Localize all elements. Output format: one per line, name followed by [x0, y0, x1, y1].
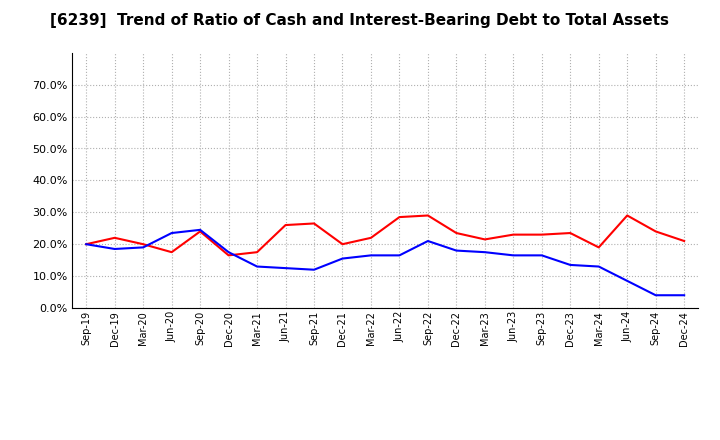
- Interest-Bearing Debt: [282, 265, 290, 271]
- Cash: [480, 237, 489, 242]
- Interest-Bearing Debt: [395, 253, 404, 258]
- Cash: [310, 221, 318, 226]
- Cash: [595, 245, 603, 250]
- Interest-Bearing Debt: [139, 245, 148, 250]
- Interest-Bearing Debt: [366, 253, 375, 258]
- Interest-Bearing Debt: [253, 264, 261, 269]
- Interest-Bearing Debt: [652, 293, 660, 298]
- Interest-Bearing Debt: [595, 264, 603, 269]
- Interest-Bearing Debt: [623, 278, 631, 283]
- Cash: [225, 253, 233, 258]
- Cash: [196, 229, 204, 234]
- Cash: [566, 231, 575, 236]
- Cash: [423, 213, 432, 218]
- Cash: [139, 242, 148, 247]
- Interest-Bearing Debt: [82, 242, 91, 247]
- Interest-Bearing Debt: [423, 238, 432, 244]
- Cash: [82, 242, 91, 247]
- Cash: [623, 213, 631, 218]
- Cash: [680, 238, 688, 244]
- Cash: [338, 242, 347, 247]
- Interest-Bearing Debt: [509, 253, 518, 258]
- Line: Interest-Bearing Debt: Interest-Bearing Debt: [86, 230, 684, 295]
- Cash: [452, 231, 461, 236]
- Text: [6239]  Trend of Ratio of Cash and Interest-Bearing Debt to Total Assets: [6239] Trend of Ratio of Cash and Intere…: [50, 13, 670, 28]
- Interest-Bearing Debt: [310, 267, 318, 272]
- Interest-Bearing Debt: [167, 231, 176, 236]
- Cash: [253, 249, 261, 255]
- Interest-Bearing Debt: [338, 256, 347, 261]
- Interest-Bearing Debt: [110, 246, 119, 252]
- Cash: [366, 235, 375, 240]
- Cash: [652, 229, 660, 234]
- Cash: [282, 223, 290, 228]
- Interest-Bearing Debt: [566, 262, 575, 268]
- Line: Cash: Cash: [86, 216, 684, 255]
- Cash: [167, 249, 176, 255]
- Interest-Bearing Debt: [225, 249, 233, 255]
- Interest-Bearing Debt: [452, 248, 461, 253]
- Interest-Bearing Debt: [680, 293, 688, 298]
- Interest-Bearing Debt: [196, 227, 204, 232]
- Cash: [509, 232, 518, 237]
- Cash: [537, 232, 546, 237]
- Interest-Bearing Debt: [537, 253, 546, 258]
- Cash: [110, 235, 119, 240]
- Interest-Bearing Debt: [480, 249, 489, 255]
- Cash: [395, 214, 404, 220]
